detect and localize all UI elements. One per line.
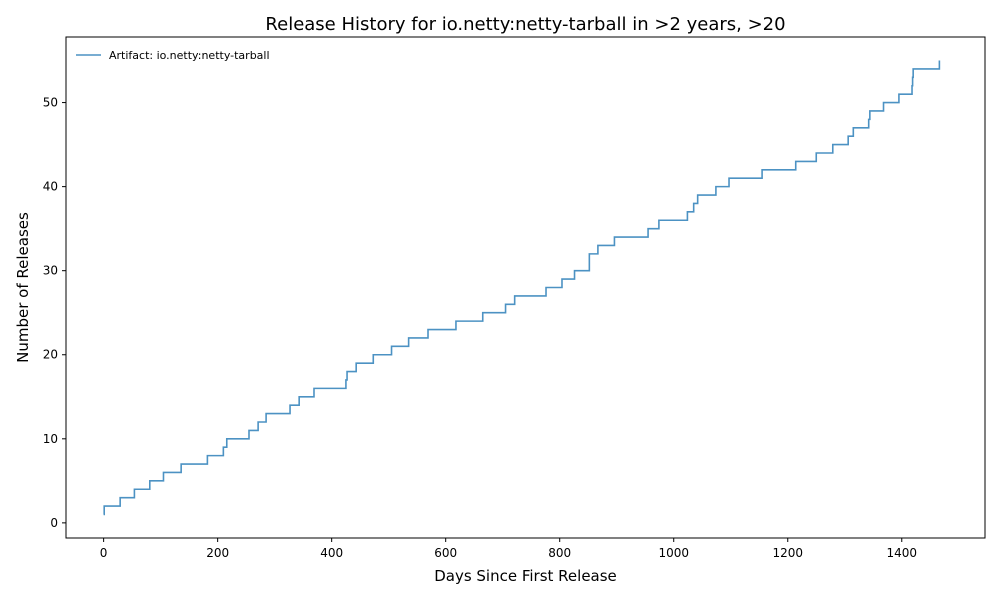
x-tick-label: 200 — [206, 546, 229, 560]
y-axis-label: Number of Releases — [14, 212, 32, 363]
x-tick-label: 1200 — [772, 546, 803, 560]
x-tick-label: 600 — [434, 546, 457, 560]
plot-frame — [66, 37, 985, 538]
x-axis-label: Days Since First Release — [434, 567, 617, 585]
chart-title: Release History for io.netty:netty-tarba… — [265, 14, 785, 35]
y-tick-label: 40 — [43, 180, 58, 194]
y-tick-label: 10 — [43, 432, 58, 446]
y-tick-label: 30 — [43, 264, 58, 278]
legend: Artifact: io.netty:netty-tarball — [76, 49, 270, 62]
series-line-0 — [104, 61, 940, 515]
y-tick-label: 0 — [50, 516, 58, 530]
x-tick-label: 0 — [100, 546, 108, 560]
y-tick-label: 20 — [43, 348, 58, 362]
x-tick-label: 1400 — [886, 546, 917, 560]
x-tick-label: 400 — [320, 546, 343, 560]
x-tick-label: 800 — [548, 546, 571, 560]
y-tick-label: 50 — [43, 96, 58, 110]
legend-label: Artifact: io.netty:netty-tarball — [109, 49, 270, 62]
x-axis: 0 200 400 600 800 1000 1200 1400 — [100, 538, 917, 560]
plot-area — [104, 61, 940, 515]
y-axis: 0 10 20 30 40 50 — [43, 96, 66, 530]
x-tick-label: 1000 — [658, 546, 689, 560]
